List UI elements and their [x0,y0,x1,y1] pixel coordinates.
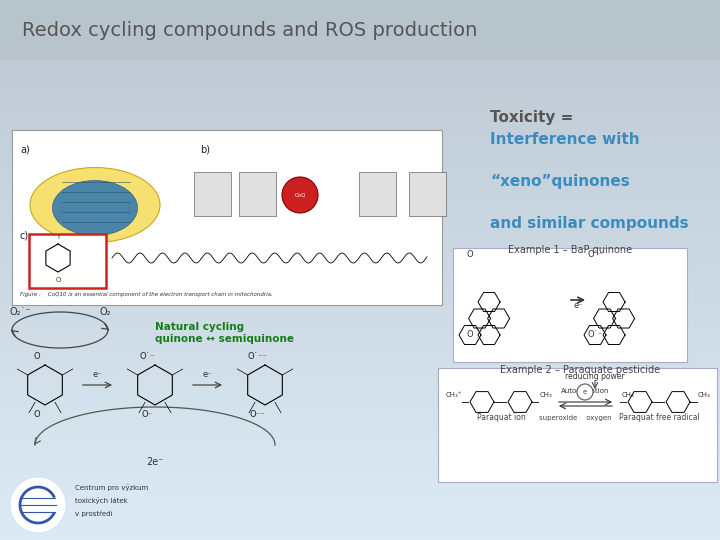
Text: O₂: O₂ [100,307,112,317]
Text: CoQ: CoQ [294,192,306,198]
Text: O˙⁻⁻: O˙⁻⁻ [247,352,267,361]
Text: Natural cycling
quinone ↔ semiquinone: Natural cycling quinone ↔ semiquinone [155,322,294,343]
Circle shape [282,177,318,213]
Text: e: e [583,389,587,395]
Ellipse shape [53,180,138,235]
Text: O˙⁻: O˙⁻ [588,330,603,339]
Text: e⁻: e⁻ [573,301,582,310]
Text: b): b) [200,145,210,155]
FancyBboxPatch shape [29,234,106,288]
Text: O: O [55,277,60,283]
Text: reducing power: reducing power [565,372,625,381]
Text: O₂˙⁻: O₂˙⁻ [10,307,32,317]
Text: CH₃: CH₃ [622,392,635,398]
Text: Autooxidation: Autooxidation [561,388,609,394]
Circle shape [577,384,593,400]
Text: and similar compounds: and similar compounds [490,216,688,231]
Text: Example 1 – BaP quinone: Example 1 – BaP quinone [508,245,632,255]
Text: Redox cycling compounds and ROS production: Redox cycling compounds and ROS producti… [22,21,477,39]
Text: e⁻: e⁻ [92,370,102,379]
Text: I: I [57,234,59,240]
Text: “xeno”quinones: “xeno”quinones [490,174,630,189]
Text: O: O [34,352,40,361]
Text: Paraquat free radical: Paraquat free radical [618,413,699,422]
Text: 2e⁻: 2e⁻ [146,457,163,467]
Text: a): a) [20,145,30,155]
FancyBboxPatch shape [239,172,276,216]
Text: CH₃: CH₃ [540,392,553,398]
Text: O: O [467,250,473,259]
Text: O˙⁻: O˙⁻ [140,352,155,361]
FancyBboxPatch shape [0,0,720,60]
FancyBboxPatch shape [453,248,687,362]
Text: e⁻: e⁻ [202,370,212,379]
FancyBboxPatch shape [12,130,442,305]
FancyBboxPatch shape [359,172,396,216]
Text: O: O [34,410,40,419]
Text: O: O [467,330,473,339]
Text: c): c) [20,230,29,240]
Text: CH₃: CH₃ [698,392,711,398]
FancyBboxPatch shape [409,172,446,216]
FancyBboxPatch shape [194,172,231,216]
Text: O⁻⁻: O⁻⁻ [249,410,265,419]
Text: CH₃⁺: CH₃⁺ [446,392,462,398]
Text: superoxide    oxygen: superoxide oxygen [539,415,611,421]
Circle shape [10,477,66,533]
Text: Example 2 – Paraquate pesticide: Example 2 – Paraquate pesticide [500,365,660,375]
Text: Toxicity =: Toxicity = [490,110,573,125]
FancyBboxPatch shape [438,368,717,482]
Text: O˙⁻: O˙⁻ [588,250,603,259]
Text: O⁻: O⁻ [142,410,153,419]
Text: toxických látek: toxických látek [75,497,127,504]
Text: Paraquat ion: Paraquat ion [477,413,526,422]
Text: Centrum pro výzkum: Centrum pro výzkum [75,484,148,491]
Text: Figure :    CoQ10 is an essential component of the electron transport chain in m: Figure : CoQ10 is an essential component… [20,292,273,297]
Ellipse shape [30,167,160,242]
Text: v prostředí: v prostředí [75,510,112,517]
Text: Interference with: Interference with [490,132,639,147]
